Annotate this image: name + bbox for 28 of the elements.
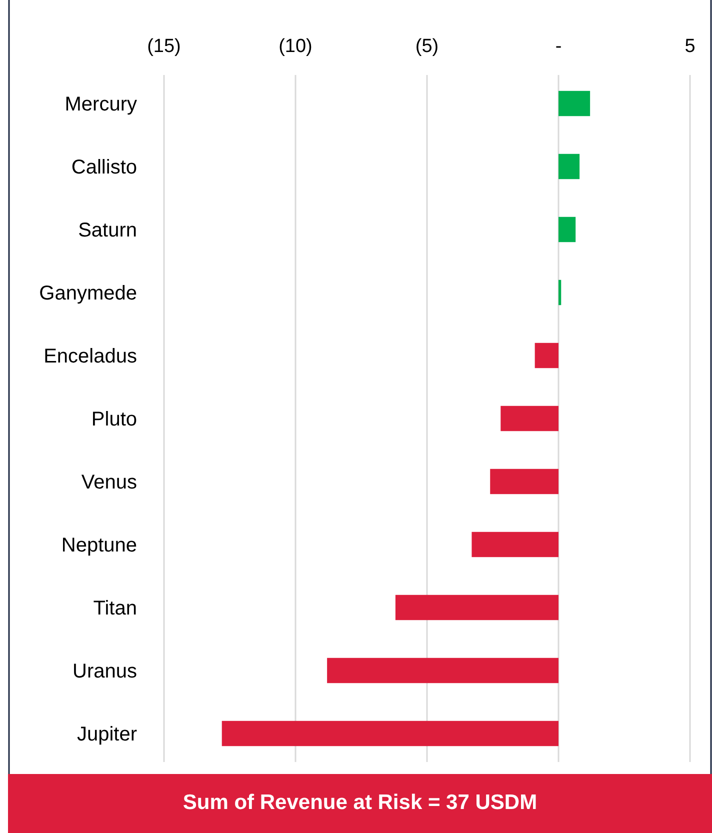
y-tick-label: Titan bbox=[93, 598, 137, 620]
bar bbox=[327, 658, 558, 684]
x-tick-label: - bbox=[555, 36, 562, 57]
y-tick-label: Ganymede bbox=[39, 282, 137, 304]
bar bbox=[534, 342, 558, 368]
bar bbox=[558, 90, 590, 116]
bar bbox=[395, 594, 558, 620]
bar bbox=[500, 406, 558, 432]
bar bbox=[472, 532, 558, 558]
y-tick-label: Enceladus bbox=[44, 346, 137, 368]
bar bbox=[222, 720, 558, 746]
y-tick-label: Pluto bbox=[91, 408, 137, 430]
x-tick-label: (10) bbox=[278, 36, 312, 57]
text: Sum of Revenue at Risk = 37 USDM bbox=[182, 791, 538, 814]
y-tick-label: Saturn bbox=[78, 220, 137, 242]
bar bbox=[490, 468, 558, 494]
y-tick-label: Jupiter bbox=[76, 724, 138, 746]
x-tick-label: (5) bbox=[415, 36, 439, 57]
bar bbox=[558, 154, 580, 180]
y-tick-label: Mercury bbox=[64, 94, 137, 116]
x-tick-label: (15) bbox=[147, 36, 181, 57]
y-tick-label: Uranus bbox=[72, 660, 137, 682]
y-tick-label: Venus bbox=[81, 472, 137, 494]
bar bbox=[558, 216, 576, 242]
y-tick-label: Neptune bbox=[61, 534, 137, 556]
bar bbox=[558, 280, 562, 306]
x-tick-label: 5 bbox=[684, 36, 696, 57]
y-tick-label: Callisto bbox=[71, 156, 137, 178]
